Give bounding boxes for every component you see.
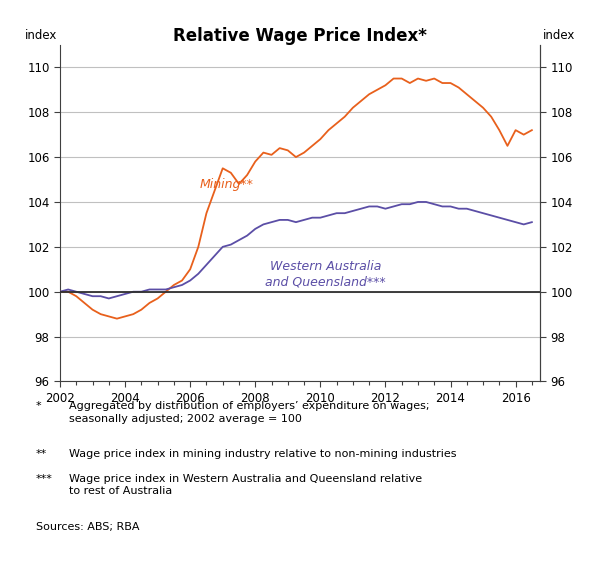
Text: ***: *** [36,474,53,484]
Title: Relative Wage Price Index*: Relative Wage Price Index* [173,27,427,45]
Text: index: index [25,29,58,42]
Text: Wage price index in Western Australia and Queensland relative
to rest of Austral: Wage price index in Western Australia an… [69,474,422,496]
Text: **: ** [36,449,47,459]
Text: Wage price index in mining industry relative to non-mining industries: Wage price index in mining industry rela… [69,449,457,459]
Text: *: * [36,401,41,411]
Text: Mining**: Mining** [200,178,254,191]
Text: Aggregated by distribution of employers’ expenditure on wages;
seasonally adjust: Aggregated by distribution of employers’… [69,401,430,424]
Text: Western Australia
and Queensland***: Western Australia and Queensland*** [265,260,386,288]
Text: Sources: ABS; RBA: Sources: ABS; RBA [36,522,139,532]
Text: index: index [542,29,575,42]
